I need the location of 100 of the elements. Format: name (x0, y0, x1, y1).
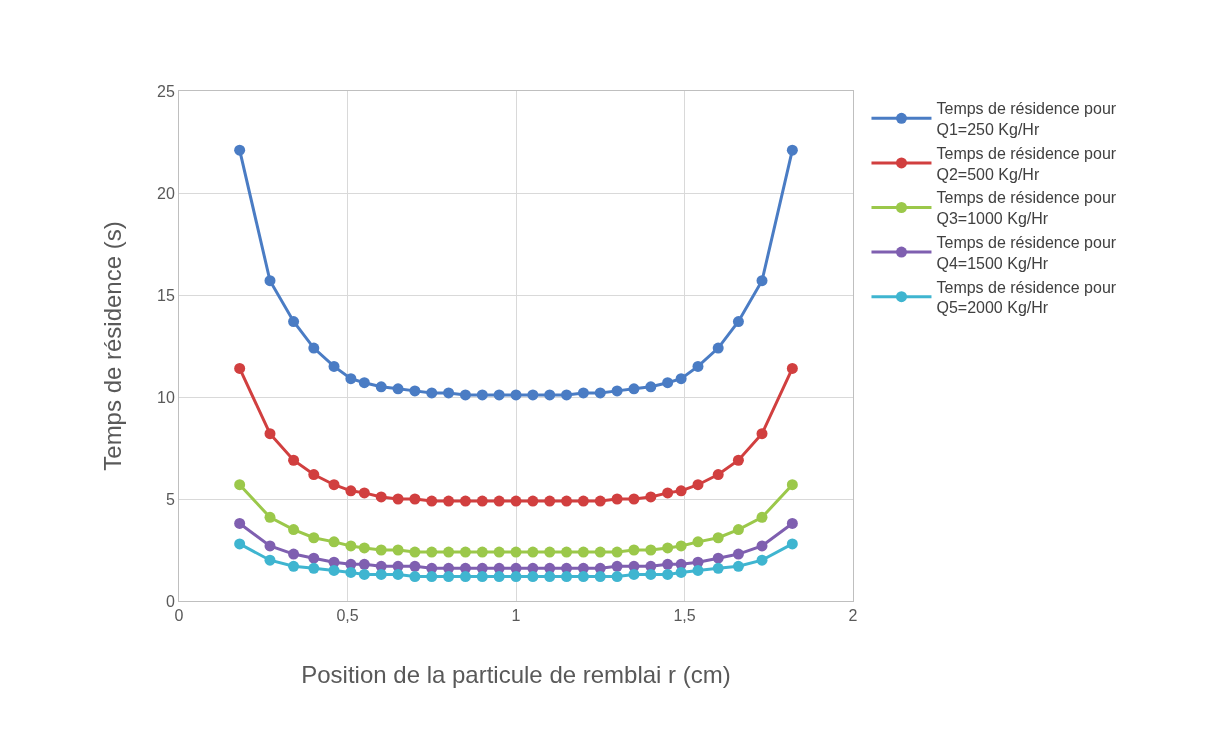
point (459, 546, 471, 558)
point (358, 542, 370, 554)
point (426, 387, 438, 399)
legend-label: Temps de résidence pour Q1=250 Kg/Hr (936, 100, 1117, 138)
point (358, 558, 370, 570)
point (628, 568, 640, 580)
point (288, 316, 300, 328)
point (611, 385, 623, 397)
legend-label: Temps de résidence pour Q2=500 Kg/Hr (936, 144, 1117, 183)
point (675, 540, 687, 552)
point (561, 495, 573, 507)
point (692, 360, 704, 372)
point (493, 389, 505, 401)
point (544, 389, 556, 401)
point (786, 362, 798, 374)
point (264, 540, 276, 552)
point (611, 560, 623, 572)
point (732, 560, 744, 572)
point (786, 144, 798, 156)
point (645, 544, 657, 556)
point (345, 485, 357, 497)
point (443, 495, 455, 507)
point (409, 493, 421, 505)
point (662, 558, 674, 570)
y-tick-label: 20 (157, 184, 175, 202)
point (308, 342, 320, 354)
point (611, 546, 623, 558)
point (712, 469, 724, 481)
x-tick-label: 1,5 (673, 607, 696, 625)
point (345, 566, 357, 578)
point (234, 479, 246, 491)
point (476, 571, 488, 583)
y-tick-label: 0 (165, 592, 175, 610)
point (561, 389, 573, 401)
point (234, 538, 246, 550)
point (328, 536, 340, 548)
point (510, 571, 522, 583)
point (409, 560, 421, 572)
point (662, 377, 674, 389)
point (510, 546, 522, 558)
point (493, 571, 505, 583)
point (527, 571, 539, 583)
point (476, 495, 488, 507)
point (662, 542, 674, 554)
point (594, 571, 606, 583)
point (358, 568, 370, 580)
point (493, 546, 505, 558)
point (264, 554, 276, 566)
point (662, 568, 674, 580)
point (426, 546, 438, 558)
point (392, 493, 404, 505)
point (594, 495, 606, 507)
point (712, 532, 724, 544)
point (375, 568, 387, 580)
point (645, 568, 657, 580)
point (328, 564, 340, 576)
legend-label: Temps de résidence pour Q4=1500 Kg/Hr (936, 233, 1117, 272)
point (732, 548, 744, 560)
point (443, 571, 455, 583)
point (594, 387, 606, 399)
point (756, 428, 768, 440)
point (375, 381, 387, 393)
x-tick-label: 2 (848, 607, 858, 625)
x-tick-label: 0,5 (336, 607, 359, 625)
point (561, 546, 573, 558)
point (675, 566, 687, 578)
point (577, 571, 589, 583)
point (308, 552, 320, 564)
point (628, 383, 640, 395)
legend-label: Temps de résidence pour Q3=1000 Kg/Hr (936, 189, 1117, 228)
point (692, 479, 704, 491)
point (476, 546, 488, 558)
point (409, 546, 421, 558)
legend-label: Temps de résidence pour Q5=2000 Kg/Hr (936, 278, 1117, 317)
point (645, 491, 657, 503)
y-axis-title: Temps de résidence (s) (99, 221, 126, 471)
point (459, 571, 471, 583)
point (712, 562, 724, 574)
point (692, 536, 704, 548)
point (443, 387, 455, 399)
point (786, 538, 798, 550)
point (561, 571, 573, 583)
point (345, 540, 357, 552)
point (288, 524, 300, 536)
point (409, 571, 421, 583)
point (234, 144, 246, 156)
point (544, 546, 556, 558)
point (308, 562, 320, 574)
x-tick-label: 1 (511, 607, 521, 625)
point (786, 479, 798, 491)
point (756, 554, 768, 566)
y-tick-label: 5 (165, 490, 175, 508)
point (662, 487, 674, 499)
point (712, 342, 724, 354)
point (288, 560, 300, 572)
point (527, 389, 539, 401)
point (527, 546, 539, 558)
point (510, 495, 522, 507)
point (234, 517, 246, 529)
point (544, 571, 556, 583)
